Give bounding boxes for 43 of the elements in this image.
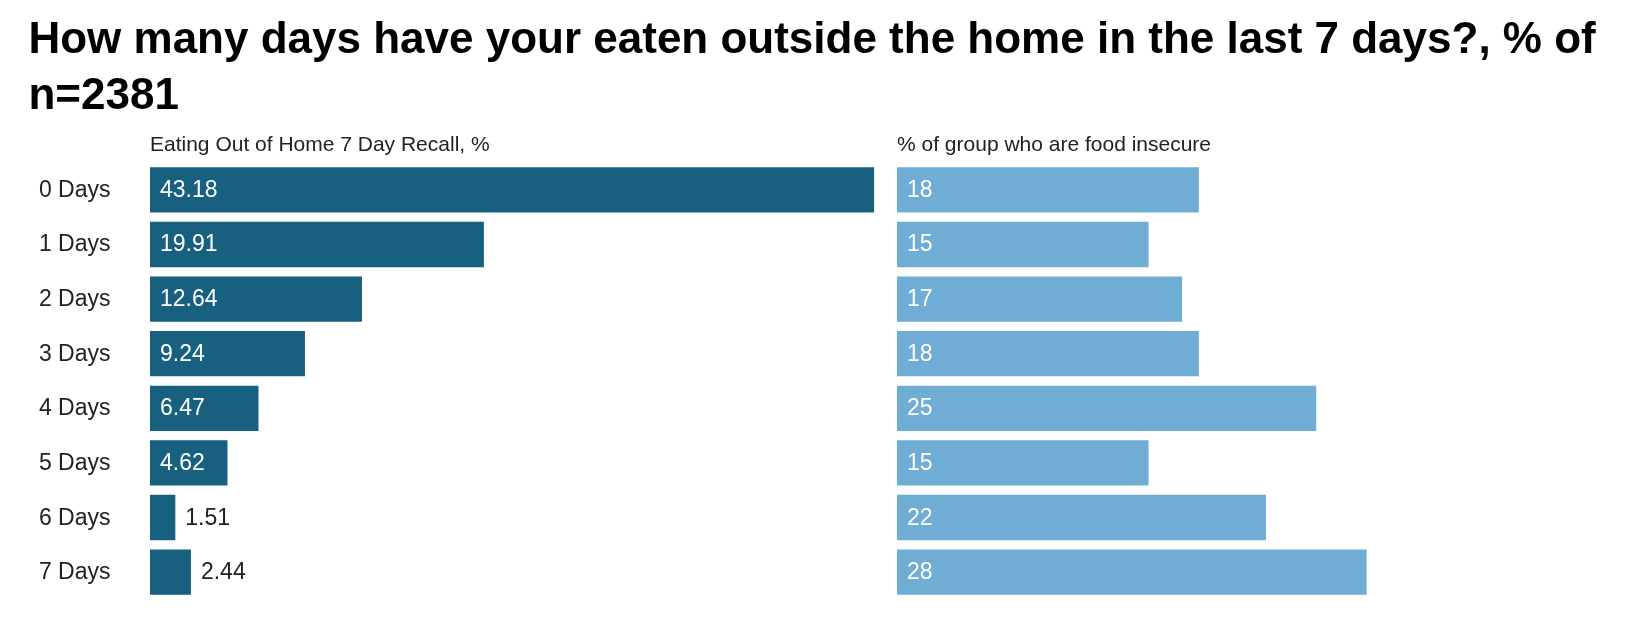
data-label: 28	[907, 558, 933, 585]
data-label: 9.24	[160, 339, 205, 366]
bar	[897, 221, 1149, 268]
data-label: 6.47	[160, 394, 205, 421]
bar	[150, 167, 875, 213]
data-label: 17	[907, 285, 933, 312]
bar	[897, 385, 1317, 431]
bar	[150, 440, 228, 486]
y-tick-label: 7 Days	[38, 558, 111, 585]
chart-title: How many days have your eaten outside the home in the last 7 days?, % of n=2381	[28, 13, 1597, 118]
y-tick-label: 0 Days	[38, 175, 111, 202]
bar	[897, 549, 1367, 595]
bar	[897, 331, 1199, 377]
y-tick-label: 5 Days	[38, 448, 111, 475]
y-tick-label: 1 Days	[38, 230, 111, 257]
y-tick-label: 4 Days	[38, 394, 111, 421]
bar	[897, 276, 1183, 322]
data-label: 4.62	[160, 448, 205, 475]
data-label: 18	[907, 339, 933, 366]
data-label: 25	[907, 394, 933, 421]
data-label: 15	[907, 230, 933, 257]
data-label: 18	[907, 175, 933, 202]
data-label: 2.44	[200, 558, 246, 585]
data-label: 1.51	[185, 503, 231, 530]
data-label: 43.18	[160, 175, 218, 202]
chart-subtitle: Eating Out of Home 7 Day Recall, %	[150, 132, 490, 155]
bar	[150, 494, 176, 541]
y-tick-label: 3 Days	[38, 339, 111, 366]
bar	[150, 331, 305, 377]
bar	[897, 440, 1149, 486]
bar	[897, 167, 1199, 213]
bar	[897, 494, 1266, 541]
y-tick-label: 6 Days	[38, 503, 111, 530]
data-label: 22	[907, 503, 933, 530]
bar	[150, 276, 362, 322]
bar	[150, 385, 259, 431]
data-label: 12.64	[160, 285, 218, 312]
bar	[150, 549, 191, 595]
y-tick-label: 2 Days	[38, 285, 111, 312]
data-label: 15	[907, 448, 933, 475]
bar	[150, 221, 484, 268]
chart-title: % of group who are food insecure	[897, 132, 1212, 155]
data-label: 19.91	[160, 230, 218, 257]
